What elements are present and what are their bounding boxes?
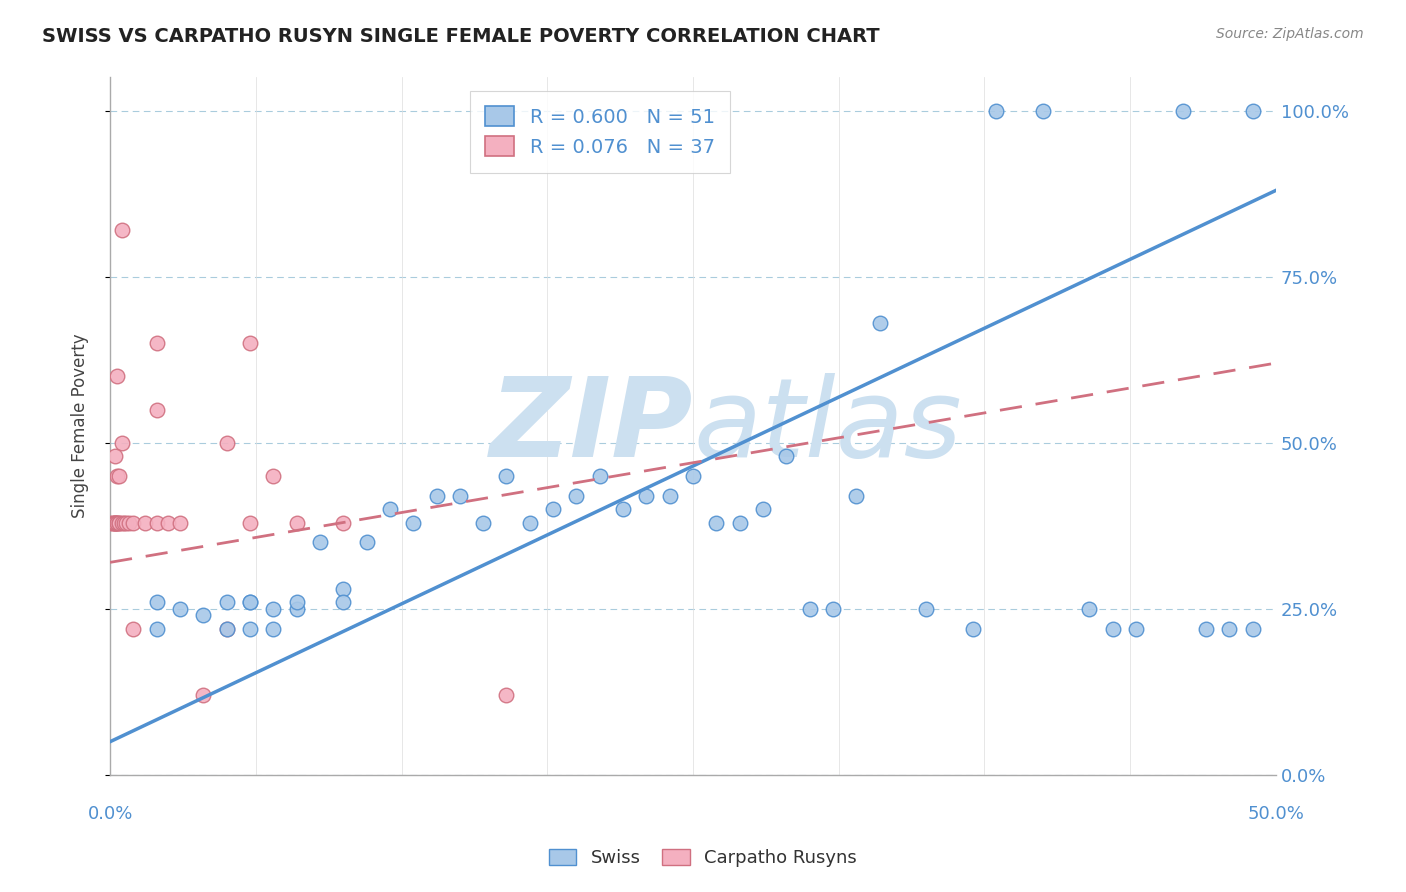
Point xyxy=(1241,622,1264,636)
Point xyxy=(105,516,128,530)
Point xyxy=(472,516,495,530)
Point xyxy=(145,516,167,530)
Point xyxy=(215,595,238,609)
Point xyxy=(122,516,145,530)
Point xyxy=(118,516,141,530)
Point xyxy=(104,516,127,530)
Point xyxy=(332,516,354,530)
Point xyxy=(799,602,821,616)
Point xyxy=(108,469,131,483)
Point xyxy=(239,336,262,351)
Point xyxy=(105,369,128,384)
Point xyxy=(775,449,797,463)
Text: ZIP: ZIP xyxy=(489,373,693,480)
Point xyxy=(108,516,131,530)
Y-axis label: Single Female Poverty: Single Female Poverty xyxy=(72,334,89,518)
Point xyxy=(984,103,1007,118)
Point xyxy=(145,622,167,636)
Point xyxy=(145,336,167,351)
Point xyxy=(1171,103,1194,118)
Point xyxy=(1241,103,1264,118)
Point xyxy=(105,469,128,483)
Text: 50.0%: 50.0% xyxy=(1247,805,1305,823)
Point xyxy=(636,489,658,503)
Text: 0.0%: 0.0% xyxy=(87,805,132,823)
Point xyxy=(157,516,180,530)
Point xyxy=(239,595,262,609)
Point xyxy=(332,595,354,609)
Point xyxy=(101,516,124,530)
Point xyxy=(134,516,156,530)
Point xyxy=(111,435,134,450)
Text: Source: ZipAtlas.com: Source: ZipAtlas.com xyxy=(1216,27,1364,41)
Point xyxy=(845,489,868,503)
Point xyxy=(105,516,128,530)
Point xyxy=(589,469,612,483)
Point xyxy=(285,516,308,530)
Point xyxy=(1101,622,1123,636)
Point xyxy=(111,516,134,530)
Point xyxy=(193,608,215,623)
Point xyxy=(682,469,704,483)
Point xyxy=(262,469,284,483)
Point xyxy=(658,489,681,503)
Point xyxy=(108,516,131,530)
Point xyxy=(262,602,284,616)
Point xyxy=(122,622,145,636)
Point xyxy=(101,516,124,530)
Point xyxy=(104,516,127,530)
Point xyxy=(821,602,844,616)
Point xyxy=(309,535,332,549)
Point xyxy=(262,622,284,636)
Point xyxy=(565,489,588,503)
Point xyxy=(215,622,238,636)
Point xyxy=(169,516,191,530)
Text: SWISS VS CARPATHO RUSYN SINGLE FEMALE POVERTY CORRELATION CHART: SWISS VS CARPATHO RUSYN SINGLE FEMALE PO… xyxy=(42,27,880,45)
Point xyxy=(239,622,262,636)
Point xyxy=(519,516,541,530)
Point xyxy=(332,582,354,596)
Text: atlas: atlas xyxy=(693,373,962,480)
Point xyxy=(728,516,751,530)
Point xyxy=(1078,602,1101,616)
Point xyxy=(193,688,215,702)
Point xyxy=(285,595,308,609)
Point xyxy=(1218,622,1240,636)
Point xyxy=(215,435,238,450)
Point xyxy=(962,622,984,636)
Point xyxy=(425,489,447,503)
Point xyxy=(145,402,167,417)
Point xyxy=(111,223,134,237)
Point xyxy=(239,595,262,609)
Point xyxy=(449,489,471,503)
Point xyxy=(915,602,938,616)
Point xyxy=(239,516,262,530)
Point xyxy=(145,595,167,609)
Point xyxy=(356,535,378,549)
Legend: Swiss, Carpatho Rusyns: Swiss, Carpatho Rusyns xyxy=(543,841,863,874)
Point xyxy=(704,516,727,530)
Point xyxy=(1032,103,1054,118)
Point xyxy=(104,516,127,530)
Point xyxy=(402,516,425,530)
Point xyxy=(115,516,138,530)
Point xyxy=(169,602,191,616)
Point xyxy=(112,516,135,530)
Point xyxy=(215,622,238,636)
Point xyxy=(1125,622,1147,636)
Point xyxy=(378,502,401,516)
Point xyxy=(104,516,127,530)
Legend: R = 0.600   N = 51, R = 0.076   N = 37: R = 0.600 N = 51, R = 0.076 N = 37 xyxy=(470,91,730,172)
Point xyxy=(1195,622,1218,636)
Point xyxy=(495,469,517,483)
Point xyxy=(869,316,891,330)
Point xyxy=(612,502,634,516)
Point xyxy=(495,688,517,702)
Point xyxy=(752,502,775,516)
Point xyxy=(285,602,308,616)
Point xyxy=(541,502,564,516)
Point xyxy=(104,449,127,463)
